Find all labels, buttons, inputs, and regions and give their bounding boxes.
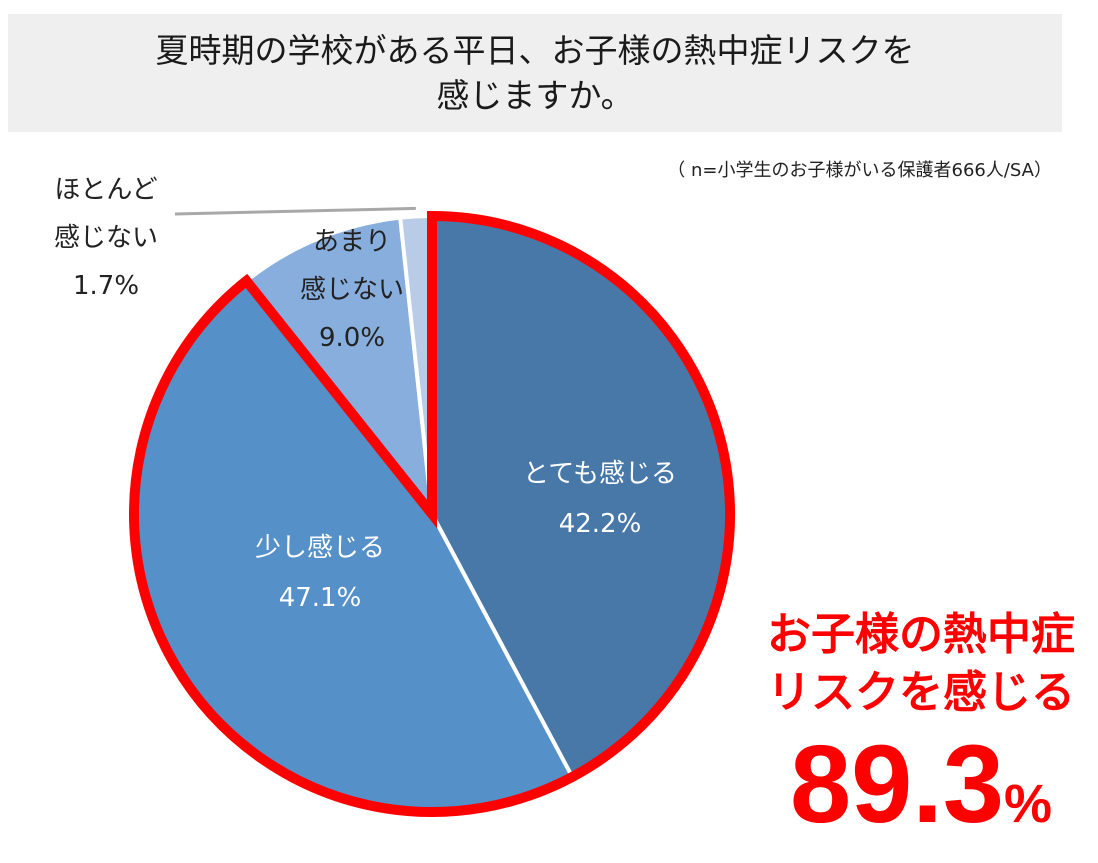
callout-line-1: お子様の熱中症 — [767, 609, 1075, 660]
callout-value: 89.3 — [789, 723, 1005, 846]
chart-title-line-1: 夏時期の学校がある平日、お子様の熱中症リスクを — [155, 31, 915, 70]
slice-little-label: あまり — [313, 227, 391, 257]
callout-line-2: リスクを感じる — [767, 667, 1075, 718]
leader-line — [174, 206, 416, 216]
callout-unit: % — [1004, 774, 1053, 834]
slice-very-value: 42.2% — [559, 509, 642, 539]
highlight-outline — [129, 210, 735, 817]
slice-some-value: 47.1% — [279, 583, 362, 613]
slice-little — [244, 215, 434, 516]
sample-note: （ n=小学生のお子様がいる保護者666人/SA） — [667, 160, 1052, 181]
slice-none-label: ほとんど — [54, 175, 157, 205]
chart-title-box: 夏時期の学校がある平日、お子様の熱中症リスクを 感じますか。 — [8, 14, 1062, 132]
callout-total: 89.3% — [752, 726, 1090, 863]
chart-title-line-2: 感じますか。 — [436, 76, 634, 115]
slice-little-label: 感じない — [300, 275, 404, 305]
slice-none-value: 1.7% — [73, 271, 139, 301]
slice-none-label: 感じない — [54, 223, 158, 253]
slice-little-value: 9.0% — [319, 323, 385, 353]
slice-very-label: とても感じる — [523, 459, 677, 489]
pie-chart: とても感じる42.2%少し感じる47.1%あまり感じない9.0%ほとんど感じない… — [54, 175, 735, 817]
slice-some-label: 少し感じる — [255, 533, 385, 563]
highlight-callout: お子様の熱中症 リスクを感じる 89.3% — [752, 606, 1090, 863]
